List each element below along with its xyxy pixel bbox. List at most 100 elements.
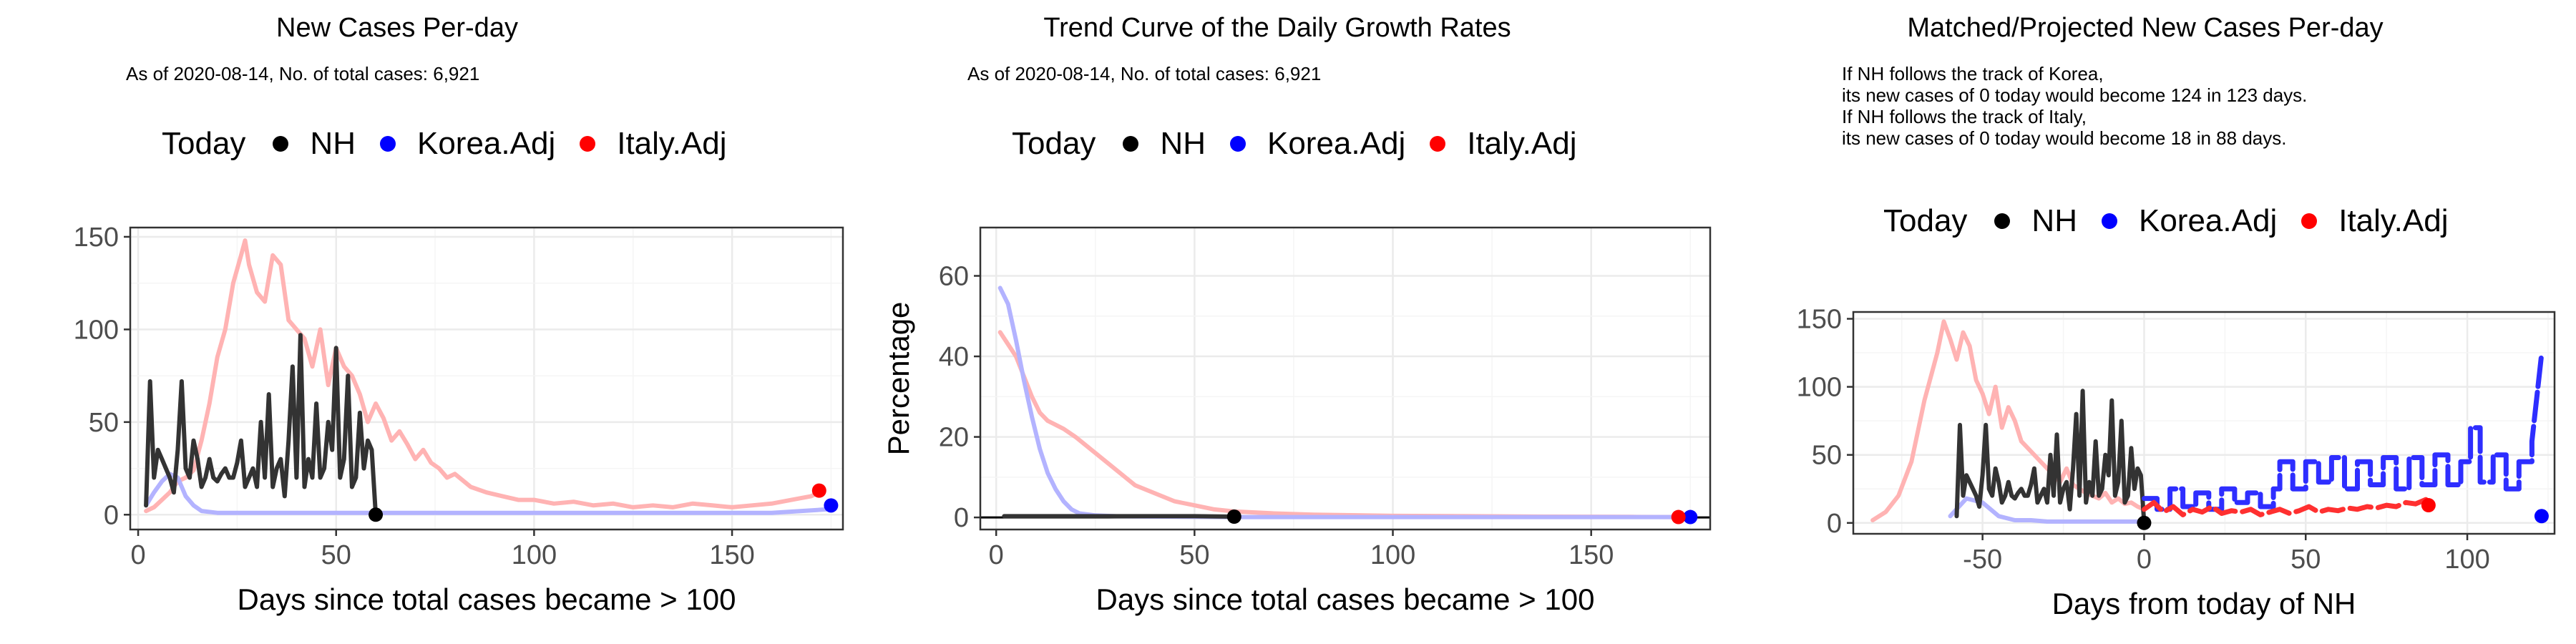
y-tick-label: 0 [954,503,969,533]
legend-dot-italy [2301,213,2318,229]
note-line: its new cases of 0 today would become 18… [1842,127,2287,149]
chart-subtitle: As of 2020-08-14, No. of total cases: 6,… [126,63,480,84]
legend-item-italy: Italy.Adj [2301,203,2448,239]
chart-title: Trend Curve of the Daily Growth Rates [1043,13,1511,43]
legend-title: Today [162,126,246,161]
x-axis-title: Days since total cases became > 100 [1096,582,1595,616]
legend: Today NH Korea.Adj Italy.Adj [1883,203,2472,239]
plot-border [979,226,1712,531]
projection-note: If NH follows the track of Korea, its ne… [1842,63,2307,149]
chart-plot-matched-projected: -50 0 50 100 0 50 100 150 Days from today of NH [1797,305,2556,620]
y-axis-title: Percentage [882,302,915,456]
legend-label-nh: NH [310,126,356,161]
panel-growth-rates: Trend Curve of the Daily Growth Rates As… [859,0,1717,644]
x-tick-label: 0 [130,540,145,570]
legend-dot-nh [1123,136,1139,152]
today-marker-korea-adj [824,498,839,513]
today-marker-nh [2137,515,2152,530]
chart-title: Matched/Projected New Cases Per-day [1907,13,2384,43]
legend-item-korea: Korea.Adj [2101,203,2278,239]
legend-item-italy: Italy.Adj [580,126,726,162]
series-line-italy-adj-history [1870,319,2147,522]
x-tick-label: -50 [1963,545,2002,575]
series-line-korea-adj [997,286,1693,519]
y-tick-label: 40 [939,342,969,372]
y-tick-label: 100 [74,315,119,345]
series-line-korea-adj-projected [2142,351,2545,512]
today-marker-italy-adj [1671,509,1686,525]
plot-border [129,226,844,531]
legend-label-korea: Korea.Adj [2138,203,2278,238]
note-line: If NH follows the track of Italy, [1842,106,2087,127]
series-lines [1870,319,2545,525]
chart-plot-new-cases: 0 50 100 150 0 50 100 150 Days since total cases… [74,223,844,616]
legend-dot-nh [273,136,289,152]
y-tick-label: 150 [74,223,119,253]
series-line-nh [144,333,379,517]
y-tick-label: 150 [1797,305,1842,335]
x-tick-label: 50 [321,540,351,570]
legend-dot-nh [1994,213,2011,229]
y-tick-label: 20 [939,423,969,453]
y-tick-label: 50 [89,408,119,438]
today-marker-italy-adj [2421,498,2436,513]
legend-item-nh: NH [1123,126,1206,162]
x-axis-title: Days from today of NH [2052,587,2356,620]
x-tick-label: 150 [709,540,754,570]
legend: Today NH Korea.Adj Italy.Adj [1012,126,1601,162]
legend-item-korea: Korea.Adj [379,126,556,162]
legend-label-italy: Italy.Adj [1467,126,1577,161]
y-tick-label: 50 [1812,441,1842,471]
series-line-nh [1002,514,1236,519]
legend-label-italy: Italy.Adj [2338,203,2449,238]
today-marker-nh [1226,509,1241,524]
x-tick-label: 100 [512,540,557,570]
gridlines [130,228,843,530]
legend-dot-italy [580,136,596,152]
x-tick-label: 150 [1568,540,1614,570]
legend-title: Today [1883,203,1968,238]
legend-title: Today [1012,126,1096,161]
y-tick-label: 60 [939,262,969,292]
y-tick-label: 0 [1827,509,1842,539]
series-line-italy-adj-projected [2142,496,2431,517]
legend-dot-korea [2101,213,2117,229]
today-marker-italy-adj [811,483,826,498]
panel-matched-projected: Matched/Projected New Cases Per-day If N… [1717,0,2576,644]
legend-dot-korea [1229,136,1246,152]
gridlines [980,228,1710,530]
series-line-italy-adj [144,238,821,514]
y-tick-label: 100 [1797,373,1842,403]
today-marker-korea-adj [2534,509,2549,524]
legend-dot-korea [379,136,396,152]
today-marker-nh [369,507,384,522]
legend-label-nh: NH [2031,203,2077,238]
legend-item-nh: NH [273,126,356,162]
x-tick-label: 0 [989,540,1004,570]
legend-item-nh: NH [1994,203,2077,239]
x-tick-label: 100 [1370,540,1415,570]
panel-new-cases: New Cases Per-day As of 2020-08-14, No. … [0,0,859,644]
series-lines [144,238,834,517]
series-line-korea-adj-history [1948,496,2147,524]
gridlines [1853,312,2555,534]
series-line-italy-adj [997,330,1681,519]
series-line-nh [1954,389,2147,525]
legend-item-italy: Italy.Adj [1430,126,1576,162]
x-tick-label: 100 [2444,545,2489,575]
legend-label-italy: Italy.Adj [617,126,727,161]
note-line: If NH follows the track of Korea, [1842,63,2104,84]
plot-border [1852,311,2556,535]
x-tick-label: 50 [1179,540,1209,570]
today-marker-korea-adj [1683,509,1698,525]
legend-dot-italy [1430,136,1446,152]
note-line: its new cases of 0 today would become 12… [1842,84,2308,106]
chart-plot-growth-rates: 0 50 100 150 0 20 40 60 Days since total cases b… [882,226,1712,616]
legend-label-nh: NH [1160,126,1206,161]
legend-label-korea: Korea.Adj [416,126,556,161]
legend-label-korea: Korea.Adj [1267,126,1406,161]
x-tick-label: 0 [2137,545,2152,575]
legend: Today NH Korea.Adj Italy.Adj [162,126,751,162]
x-tick-label: 50 [2290,545,2321,575]
legend-item-korea: Korea.Adj [1229,126,1406,162]
